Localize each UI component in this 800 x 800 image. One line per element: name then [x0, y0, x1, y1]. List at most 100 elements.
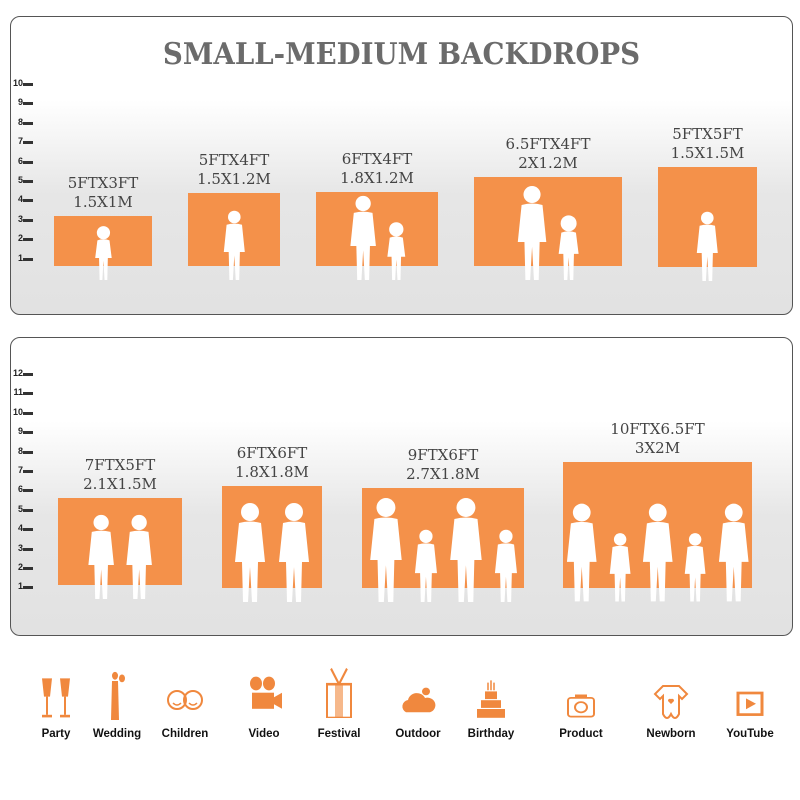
- people-silhouettes: [54, 225, 152, 280]
- person-silhouette: [642, 503, 673, 602]
- scale-tick: 5: [11, 504, 35, 516]
- use-case-wedding: Wedding: [87, 668, 147, 740]
- use-case-label: Product: [559, 728, 603, 740]
- camera-icon: [567, 694, 595, 718]
- size-feet: 5FTX3FT: [67, 174, 139, 192]
- scale-tick-label: 12: [12, 368, 23, 378]
- backdrop-size-label: 5FTX4FT 1.5X1.2M: [197, 151, 271, 189]
- person-silhouette: [685, 533, 706, 602]
- size-feet: 5FTX5FT: [672, 125, 743, 143]
- scale-tick: 8: [11, 117, 35, 129]
- people-silhouettes: [474, 185, 622, 280]
- person-silhouette: [387, 221, 406, 280]
- scale-tick: 6: [11, 156, 35, 168]
- person-silhouette: [279, 503, 309, 602]
- use-case-label: Video: [248, 728, 280, 740]
- backdrop-size-label: 10FTX6.5FT 3X2M: [610, 420, 704, 458]
- scale-tick: 1: [11, 581, 35, 593]
- scale-tick: 7: [11, 465, 35, 477]
- scale-tick-label: 4: [17, 194, 23, 205]
- use-case-label: YouTube: [726, 728, 774, 740]
- scale-tick: 10: [11, 78, 35, 90]
- scale-tick-label: 2: [17, 233, 23, 244]
- champagne-glasses-icon: [42, 678, 70, 718]
- use-case-party: Party: [26, 668, 86, 740]
- backdrop-size-rect: [58, 498, 182, 585]
- scale-tick-label: 6: [17, 484, 23, 495]
- scale-tick-label: 6: [17, 155, 23, 166]
- people-silhouettes: [58, 514, 182, 599]
- large-panel: 12 11 10 9 8 7 6 5 4 3 2 1 7FTX5FT 2.1X1.5M 6FTX6FT 1.8…: [10, 337, 793, 636]
- scale-tick: 4: [11, 194, 35, 206]
- size-meters: 2.7X1.8M: [406, 465, 480, 483]
- use-case-festival: Festival: [309, 666, 369, 740]
- use-case-label: Festival: [317, 728, 361, 740]
- person-silhouette: [559, 214, 580, 280]
- people-silhouettes: [316, 195, 438, 280]
- size-meters: 1.5X1M: [73, 193, 133, 211]
- use-case-label: Party: [41, 728, 71, 740]
- gift-box-icon: [326, 667, 352, 718]
- people-silhouettes: [222, 502, 322, 602]
- person-silhouette: [718, 503, 749, 602]
- scale-tick-label: 3: [17, 542, 23, 553]
- scale-tick-label: 8: [17, 445, 23, 456]
- scale-tick-label: 5: [17, 175, 23, 185]
- wedding-couple-icon: [111, 671, 125, 720]
- scale-tick-label: 9: [17, 426, 23, 437]
- size-meters: 1.5X1.5M: [670, 144, 745, 162]
- size-feet: 7FTX5FT: [84, 456, 156, 474]
- use-case-product: Product: [551, 686, 611, 740]
- scale-tick: 9: [11, 426, 35, 438]
- scale-tick: 11: [11, 387, 35, 399]
- backdrop-size-rect: [316, 192, 438, 266]
- size-meters: 3X2M: [634, 439, 681, 457]
- scale-tick-label: 4: [17, 523, 23, 534]
- size-feet: 6.5FTX4FT: [505, 135, 591, 153]
- cloud-icon: [402, 687, 436, 713]
- use-case-children: Children: [155, 678, 215, 740]
- person-silhouette: [697, 211, 718, 281]
- size-feet: 6FTX4FT: [341, 150, 413, 168]
- scale-tick-label: 10: [12, 406, 23, 417]
- scale-tick-label: 9: [17, 97, 23, 108]
- use-case-label: Birthday: [467, 728, 515, 740]
- person-silhouette: [415, 529, 438, 602]
- size-meters: 1.8X1.8M: [235, 463, 309, 481]
- scale-tick-label: 7: [17, 136, 23, 147]
- use-case-newborn: Newborn: [641, 682, 701, 740]
- backdrop-size-rect: [474, 177, 622, 266]
- baby-onesie-icon: [653, 685, 689, 719]
- scale-tick-label: 7: [17, 465, 23, 475]
- children-faces-icon: [167, 690, 203, 710]
- size-meters: 1.8X1.2M: [340, 169, 414, 187]
- use-case-video: Video: [234, 672, 294, 740]
- use-case-label: Newborn: [646, 728, 696, 740]
- use-case-birthday: Birthday: [461, 676, 521, 740]
- use-case-label: Outdoor: [395, 728, 441, 740]
- backdrop-size-label: 6.5FTX4FT 2X1.2M: [506, 135, 591, 173]
- person-silhouette: [88, 514, 114, 599]
- scale-tick: 12: [11, 368, 35, 380]
- person-silhouette: [450, 498, 482, 602]
- scale-tick-label: 2: [17, 562, 23, 572]
- use-case-outdoor: Outdoor: [388, 680, 448, 740]
- scale-tick-label: 11: [13, 387, 23, 398]
- scale-tick-label: 1: [17, 252, 23, 263]
- film-camera-icon: [250, 676, 282, 709]
- scale-tick-label: 3: [17, 213, 23, 224]
- backdrop-size-label: 7FTX5FT 2.1X1.5M: [83, 456, 157, 494]
- scale-tick: 2: [11, 562, 35, 574]
- backdrop-size-label: 5FTX5FT 1.5X1.5M: [671, 125, 745, 163]
- backdrop-size-label: 9FTX6FT 2.7X1.8M: [406, 446, 480, 484]
- person-silhouette: [370, 498, 402, 602]
- person-silhouette: [349, 195, 376, 280]
- scale-tick: 3: [11, 214, 35, 226]
- size-feet: 10FTX6.5FT: [610, 420, 705, 438]
- scale-tick: 4: [11, 523, 35, 535]
- use-case-youtube: YouTube: [720, 684, 780, 740]
- person-silhouette: [94, 226, 112, 280]
- people-silhouettes: [563, 502, 752, 602]
- person-silhouette: [223, 210, 245, 280]
- person-silhouette: [126, 514, 152, 599]
